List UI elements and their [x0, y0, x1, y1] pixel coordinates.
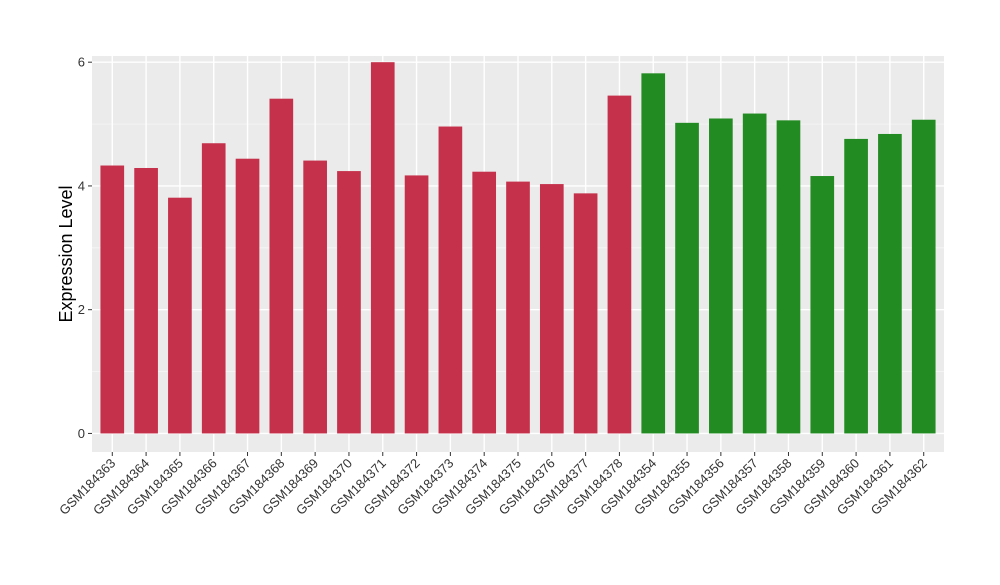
bar — [472, 171, 497, 434]
bar — [168, 197, 192, 434]
bar — [438, 126, 463, 434]
bar — [607, 95, 632, 434]
y-tick-label: 2 — [78, 302, 85, 317]
bar — [235, 158, 260, 434]
bar — [404, 175, 429, 434]
bar — [878, 133, 902, 434]
bar — [742, 113, 767, 434]
bar — [506, 181, 530, 434]
bar — [844, 138, 868, 434]
bar — [709, 118, 733, 434]
bar — [810, 176, 835, 434]
bar — [641, 73, 666, 434]
y-tick-label: 0 — [78, 426, 85, 441]
bar — [776, 120, 801, 434]
y-axis-title: Expression Level — [56, 185, 76, 322]
bar — [100, 165, 125, 434]
bar — [573, 193, 598, 434]
bar — [675, 122, 699, 434]
bar — [134, 167, 158, 434]
bar — [201, 143, 226, 434]
y-tick-label: 6 — [78, 55, 85, 70]
bar — [303, 160, 327, 434]
bar — [337, 171, 361, 434]
y-axis: 0 2 4 6 — [78, 55, 92, 441]
bars — [100, 62, 936, 434]
x-axis: GSM184363GSM184364GSM184365GSM184366GSM1… — [56, 452, 930, 518]
y-tick-label: 4 — [78, 178, 85, 193]
bar — [269, 98, 294, 434]
bar — [911, 119, 936, 434]
bar — [539, 184, 564, 434]
bar — [370, 62, 395, 434]
